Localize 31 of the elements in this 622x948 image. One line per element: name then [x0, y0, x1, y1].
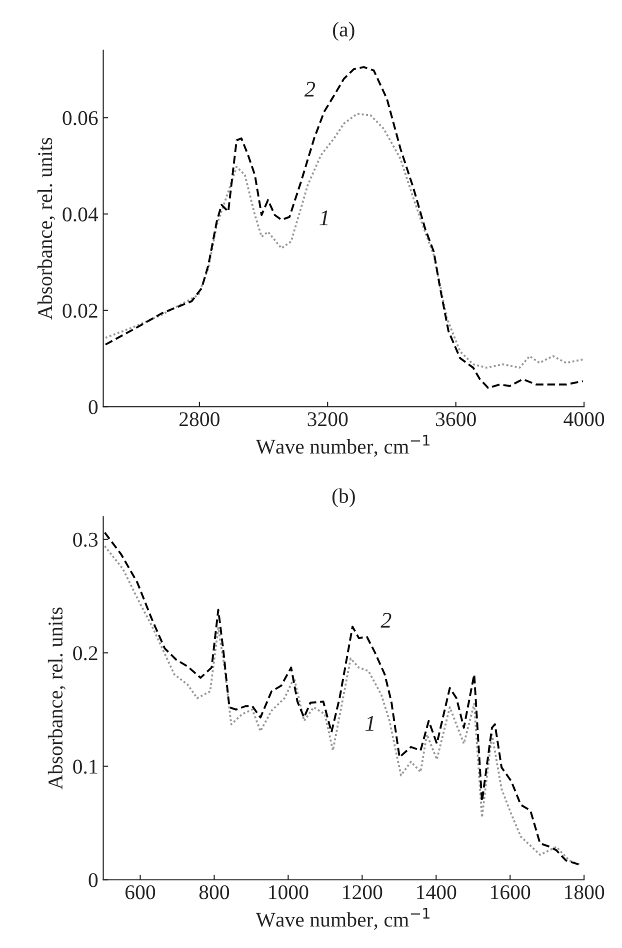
y-tick-label: 0.06	[62, 111, 98, 126]
series-label: 2	[304, 82, 316, 97]
x-axis-title: Wave number, cm$^{−1}$	[256, 434, 430, 457]
series-label: 2	[380, 612, 392, 628]
x-tick-label: 1600	[491, 885, 530, 900]
y-axis-title: Absorbance, rel. units	[37, 138, 56, 320]
line-series	[104, 112, 584, 369]
chart-title: (b)	[332, 488, 355, 508]
line-series	[104, 66, 584, 389]
chart-title: (a)	[333, 22, 354, 41]
series-label: 1	[366, 716, 374, 731]
y-tick-label: 0.04	[62, 207, 98, 222]
x-tick-label: 600	[126, 885, 156, 900]
y-tick-label: 0.3	[73, 532, 98, 547]
x-tick-label: 1800	[565, 885, 604, 900]
x-tick-label: 1000	[269, 885, 308, 900]
y-tick-label: 0	[88, 400, 98, 414]
y-tick-label: 0.2	[73, 646, 98, 660]
x-tick-label: 2800	[179, 412, 220, 426]
y-tick-label: 0.1	[73, 760, 98, 774]
x-axis-title: Wave number, cm$^{−1}$	[256, 908, 430, 930]
x-tick-label: 3600	[436, 412, 476, 426]
x-tick-label: 800	[199, 885, 230, 900]
series-label: 1	[320, 210, 328, 226]
y-tick-label: 0.02	[62, 304, 98, 318]
x-tick-label: 3200	[308, 412, 348, 426]
x-tick-label: 1200	[343, 885, 382, 900]
x-tick-label: 1400	[417, 885, 456, 900]
y-axis-title: Absorbance, rel. units	[48, 608, 66, 790]
x-tick-label: 4000	[564, 412, 604, 426]
y-tick-label: 0	[88, 873, 98, 888]
